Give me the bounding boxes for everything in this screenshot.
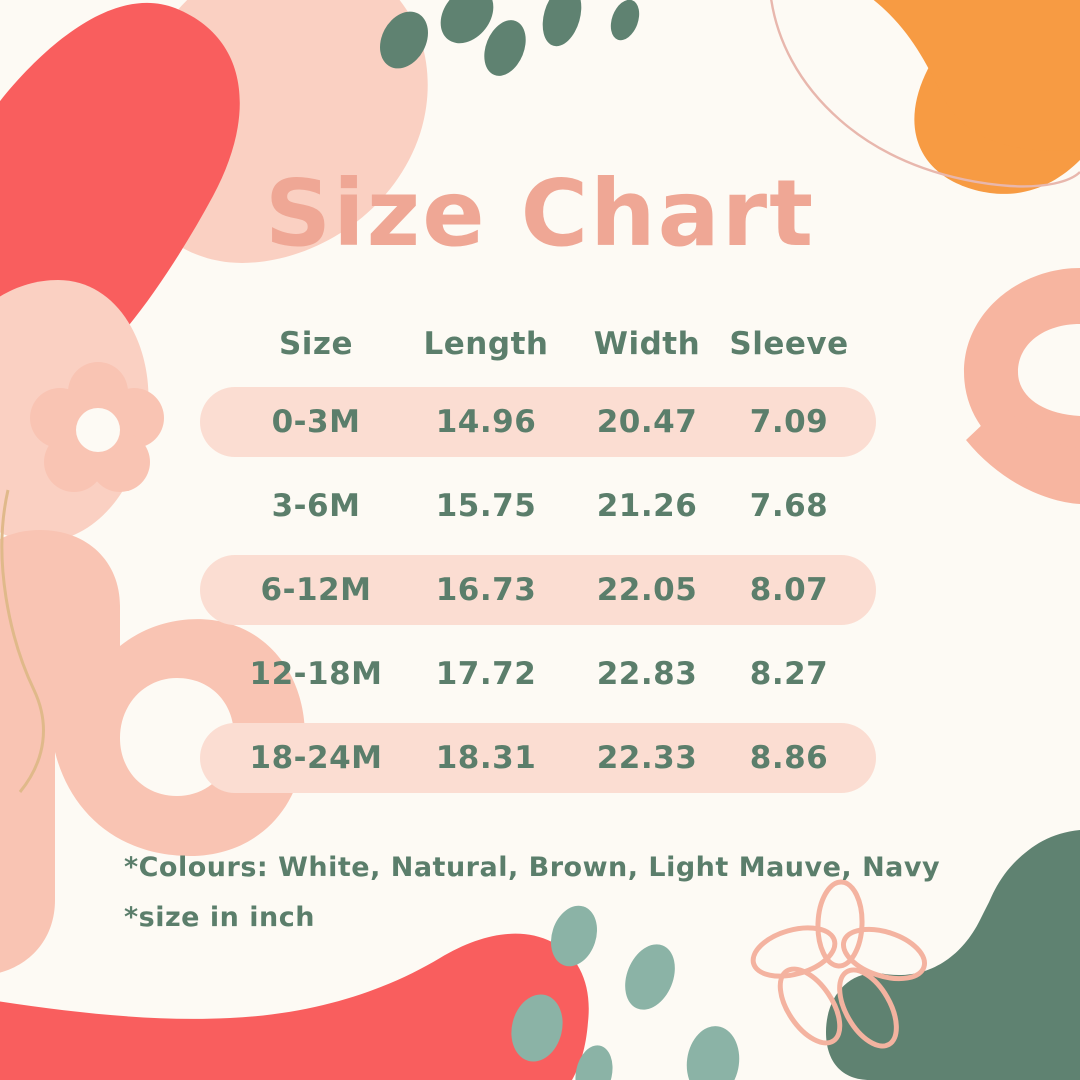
cell-size: 12-18M	[249, 656, 383, 692]
cell-sleeve: 7.09	[749, 404, 829, 440]
cell-width: 22.83	[596, 656, 698, 692]
cell-size: 3-6M	[271, 488, 361, 524]
cell-size: 18-24M	[249, 740, 383, 776]
table-row: 3-6M 15.75 21.26 7.68	[200, 471, 876, 541]
column-header-size: Size	[278, 326, 354, 362]
column-header-length: Length	[423, 326, 549, 362]
cell-length: 14.96	[435, 404, 537, 440]
page-title: Size Chart	[264, 160, 816, 267]
cell-length: 17.72	[435, 656, 537, 692]
cell-width: 20.47	[596, 404, 698, 440]
table-header-row: Size Length Width Sleeve	[200, 315, 876, 373]
cell-size: 0-3M	[271, 404, 361, 440]
table-row: 18-24M 18.31 22.33 8.86	[200, 723, 876, 793]
footnote-units: *size in inch	[124, 901, 315, 933]
cell-length: 16.73	[435, 572, 537, 608]
cell-width: 22.33	[596, 740, 698, 776]
table-row: 6-12M 16.73 22.05 8.07	[200, 555, 876, 625]
cell-sleeve: 8.27	[749, 656, 829, 692]
table-row: 0-3M 14.96 20.47 7.09	[200, 387, 876, 457]
cell-sleeve: 8.07	[749, 572, 829, 608]
footnotes: *Colours: White, Natural, Brown, Light M…	[124, 843, 1024, 943]
cell-sleeve: 8.86	[749, 740, 829, 776]
size-chart-table: Size Length Width Sleeve 0-3M 14.96 20.4…	[200, 315, 876, 793]
cell-size: 6-12M	[260, 572, 372, 608]
cell-width: 22.05	[596, 572, 698, 608]
cell-length: 18.31	[435, 740, 537, 776]
cell-sleeve: 7.68	[749, 488, 829, 524]
cell-length: 15.75	[435, 488, 537, 524]
column-header-sleeve: Sleeve	[729, 326, 849, 362]
column-header-width: Width	[593, 326, 701, 362]
footnote-colours: *Colours: White, Natural, Brown, Light M…	[124, 852, 941, 883]
cell-width: 21.26	[596, 488, 698, 524]
table-row: 12-18M 17.72 22.83 8.27	[200, 639, 876, 709]
